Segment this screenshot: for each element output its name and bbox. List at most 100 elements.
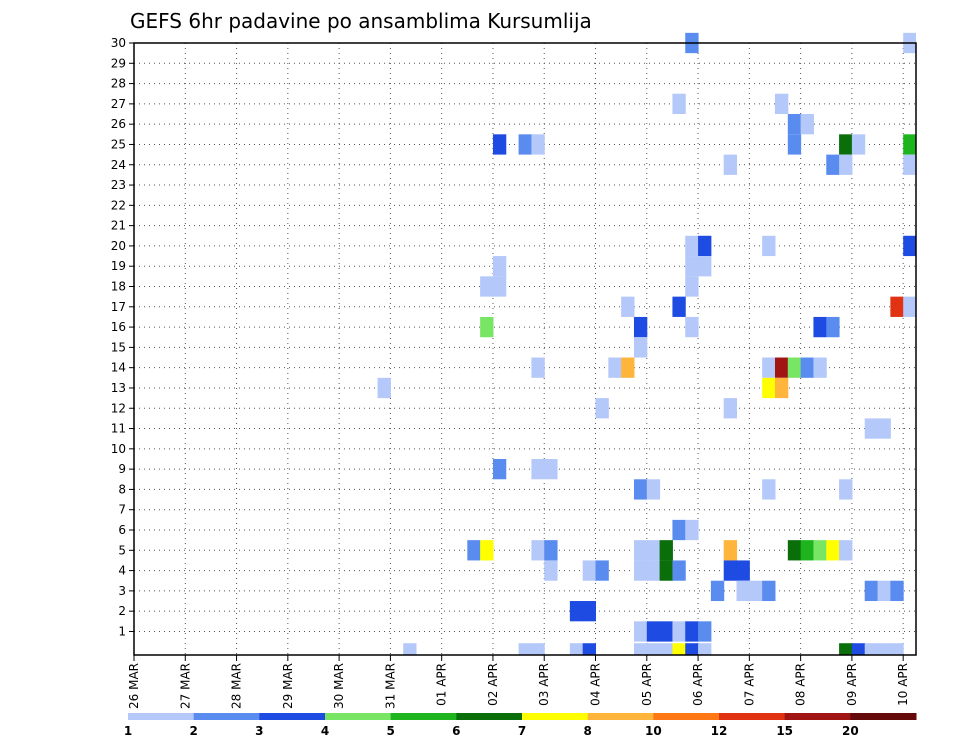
legend-swatch — [128, 713, 195, 720]
precip-cell — [903, 235, 916, 257]
precip-cell — [685, 316, 699, 338]
precip-cell — [698, 235, 712, 257]
precip-cell — [531, 134, 545, 155]
x-tick-label: 27 MAR — [178, 663, 192, 709]
legend-label: 12 — [711, 724, 728, 738]
precip-cell — [480, 276, 494, 297]
precip-cell — [569, 601, 584, 622]
x-tick-label: 04 APR — [589, 663, 603, 706]
precip-cell — [877, 643, 891, 655]
precip-cell — [685, 519, 699, 541]
x-tick-label: 29 MAR — [281, 663, 295, 709]
legend-swatch — [587, 713, 654, 720]
precip-cell — [723, 540, 738, 561]
y-tick-label: 13 — [111, 381, 126, 395]
y-tick-label: 12 — [111, 401, 126, 415]
precip-cell — [736, 560, 750, 581]
precip-cell — [826, 316, 840, 338]
x-tick-label: 03 APR — [537, 663, 551, 706]
precip-cell — [800, 114, 814, 135]
precip-cell — [403, 643, 417, 655]
y-tick-label: 29 — [111, 56, 126, 70]
precip-cell — [877, 418, 891, 439]
y-tick-label: 25 — [111, 137, 126, 151]
precip-cell — [544, 560, 558, 581]
y-tick-label: 17 — [111, 300, 126, 314]
precip-cell — [736, 580, 750, 602]
y-tick-label: 28 — [111, 77, 126, 91]
precip-cell — [762, 377, 776, 399]
precip-cell — [633, 560, 648, 581]
y-axis-ticks: 1234567891011121314151617181920212223242… — [111, 36, 134, 638]
precip-cell — [787, 540, 802, 561]
precip-cell — [544, 458, 558, 480]
precip-cell — [839, 479, 853, 500]
precip-cell — [480, 316, 494, 338]
x-tick-label: 01 APR — [435, 663, 449, 706]
precip-cell — [685, 256, 699, 277]
precip-cell — [762, 235, 776, 257]
precip-cell — [582, 601, 597, 622]
precip-cell — [646, 643, 661, 655]
precip-cell — [851, 643, 866, 655]
y-tick-label: 8 — [118, 482, 126, 496]
x-tick-label: 02 APR — [486, 663, 500, 706]
precip-cell — [685, 621, 699, 642]
legend-swatch — [784, 713, 851, 720]
precip-cell — [723, 560, 738, 581]
precip-cell — [672, 643, 686, 655]
precip-cell — [621, 357, 635, 378]
y-tick-label: 26 — [111, 117, 126, 131]
precip-cell — [813, 540, 827, 561]
legend-label: 20 — [842, 724, 859, 738]
precip-cell — [659, 621, 673, 642]
legend-swatch — [456, 713, 523, 720]
precip-cell — [813, 357, 827, 378]
y-tick-label: 15 — [111, 340, 126, 354]
precip-cell — [813, 316, 827, 338]
precip-cell — [685, 643, 699, 655]
legend-swatch — [719, 713, 786, 720]
x-tick-label: 05 APR — [640, 663, 654, 706]
legend-label: 10 — [645, 724, 662, 738]
y-tick-label: 16 — [111, 320, 126, 334]
color-legend: 1 2 3 4 5 6 7 8 10 12 15 20 — [124, 713, 917, 738]
legend-label: 6 — [452, 724, 460, 738]
precip-cell — [698, 643, 712, 655]
precip-cell — [762, 580, 776, 602]
y-tick-label: 27 — [111, 97, 126, 111]
precip-cell — [492, 256, 507, 277]
precip-cell — [749, 580, 763, 602]
precip-cell — [672, 93, 686, 115]
precip-cell — [774, 377, 789, 399]
precip-cell — [492, 276, 507, 297]
precip-cell — [633, 316, 648, 338]
precip-cell — [492, 458, 507, 480]
chart-title: GEFS 6hr padavine po ansamblima Kursumli… — [130, 9, 592, 33]
precip-cell — [582, 643, 597, 655]
precip-cell — [531, 540, 545, 561]
precip-cell — [774, 357, 789, 378]
precip-cell — [787, 134, 802, 155]
precip-cell — [762, 357, 776, 378]
precip-cell — [787, 114, 802, 135]
precip-cell — [633, 540, 648, 561]
y-tick-label: 3 — [118, 584, 126, 598]
precip-cell — [633, 643, 648, 655]
legend-swatch — [522, 713, 589, 720]
precip-cell — [595, 560, 609, 581]
precip-cell — [480, 540, 494, 561]
precip-cell — [890, 580, 904, 602]
x-tick-label: 30 MAR — [332, 663, 346, 709]
x-tick-label: 28 MAR — [230, 663, 244, 709]
precip-cell — [864, 580, 879, 602]
precip-cell — [787, 357, 802, 378]
precip-cell — [839, 540, 853, 561]
precip-cell — [698, 256, 712, 277]
precip-cell — [608, 357, 622, 378]
y-tick-label: 18 — [111, 280, 126, 294]
legend-swatch — [193, 713, 260, 720]
precip-cell — [633, 479, 648, 500]
precip-cell — [903, 154, 916, 175]
